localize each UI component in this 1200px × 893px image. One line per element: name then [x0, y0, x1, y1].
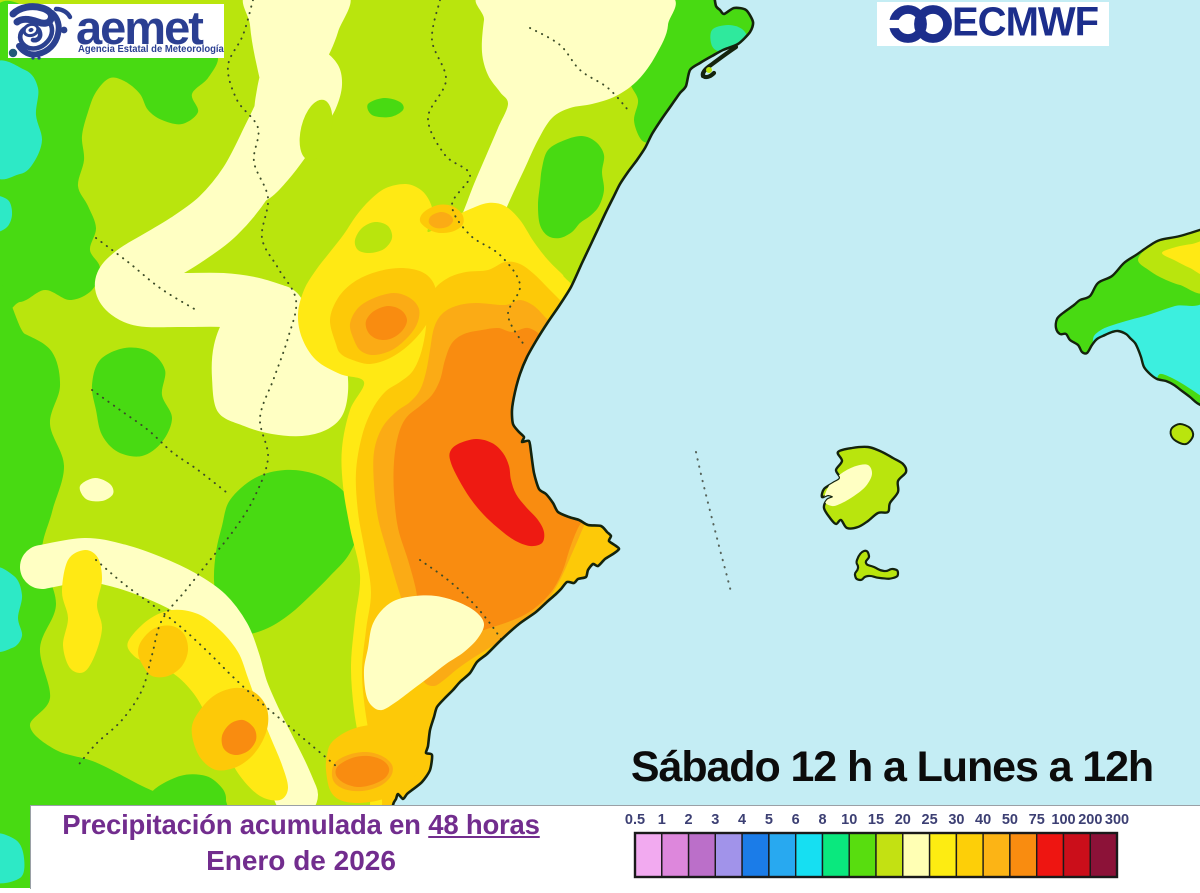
svg-text:200: 200	[1078, 812, 1102, 828]
svg-text:40: 40	[975, 812, 991, 828]
svg-text:3: 3	[711, 812, 719, 828]
svg-text:50: 50	[1002, 812, 1018, 828]
svg-text:2: 2	[685, 812, 693, 828]
svg-text:1: 1	[658, 812, 666, 828]
svg-text:30: 30	[948, 812, 964, 828]
svg-text:15: 15	[868, 812, 884, 828]
svg-text:5: 5	[765, 812, 773, 828]
svg-text:8: 8	[818, 812, 826, 828]
svg-text:0.5: 0.5	[625, 812, 645, 828]
svg-text:20: 20	[895, 812, 911, 828]
svg-text:25: 25	[922, 812, 938, 828]
svg-text:300: 300	[1105, 812, 1129, 828]
svg-text:6: 6	[792, 812, 800, 828]
svg-text:100: 100	[1051, 812, 1075, 828]
svg-text:75: 75	[1029, 812, 1045, 828]
svg-text:10: 10	[841, 812, 857, 828]
svg-text:4: 4	[738, 812, 746, 828]
